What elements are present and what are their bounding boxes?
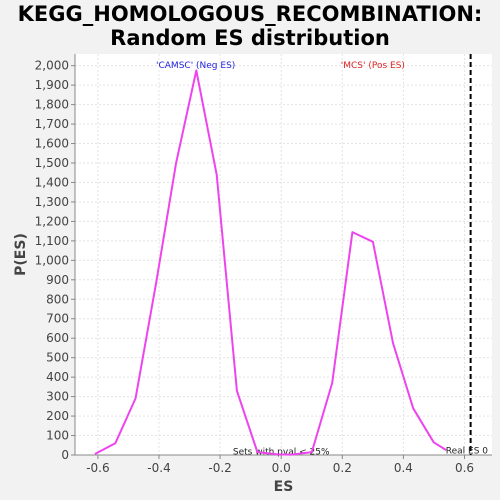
x-tick-label: -0.2 [208, 461, 231, 475]
y-tick-label: 1,600 [35, 137, 69, 151]
x-tick-label: 0.0 [272, 461, 291, 475]
neg-es-label: 'CAMSC' (Neg ES) [156, 61, 235, 71]
x-axis-title: ES [274, 479, 294, 495]
y-tick-label: 1,900 [35, 78, 69, 92]
y-tick-label: 1,100 [35, 234, 69, 248]
pval-note: Sets with pval < 25% [233, 448, 330, 458]
y-tick-label: 100 [46, 429, 69, 443]
series-line [94, 69, 447, 456]
y-tick-label: 1,400 [35, 175, 69, 189]
y-tick-label: 900 [46, 273, 69, 287]
y-tick-label: 1,300 [35, 195, 69, 209]
x-tick-label: -0.6 [86, 461, 109, 475]
y-tick-label: 1,500 [35, 156, 69, 170]
x-tick-label: 0.2 [333, 461, 352, 475]
real-es-label: Real ES 0 [446, 447, 489, 457]
plot-area [75, 54, 492, 455]
y-tick-label: 700 [46, 312, 69, 326]
y-tick-label: 1,800 [35, 98, 69, 112]
y-tick-label: 0 [61, 448, 69, 462]
chart-subtitle: Random ES distribution [110, 26, 390, 50]
y-tick-label: 1,200 [35, 214, 69, 228]
y-tick-label: 400 [46, 370, 69, 384]
pos-es-label: 'MCS' (Pos ES) [341, 61, 405, 71]
y-tick-label: 300 [46, 390, 69, 404]
y-axis-title: P(ES) [13, 233, 29, 276]
x-tick-label: 0.4 [394, 461, 413, 475]
x-tick-label: 0.6 [455, 461, 474, 475]
y-tick-label: 600 [46, 331, 69, 345]
y-tick-label: 1,000 [35, 253, 69, 267]
y-tick-label: 800 [46, 292, 69, 306]
y-tick-label: 500 [46, 351, 69, 365]
chart-title: KEGG_HOMOLOGOUS_RECOMBINATION: [17, 2, 483, 26]
y-tick-label: 2,000 [35, 59, 69, 73]
y-tick-label: 200 [46, 409, 69, 423]
x-tick-label: -0.4 [147, 461, 170, 475]
y-tick-label: 1,700 [35, 117, 69, 131]
